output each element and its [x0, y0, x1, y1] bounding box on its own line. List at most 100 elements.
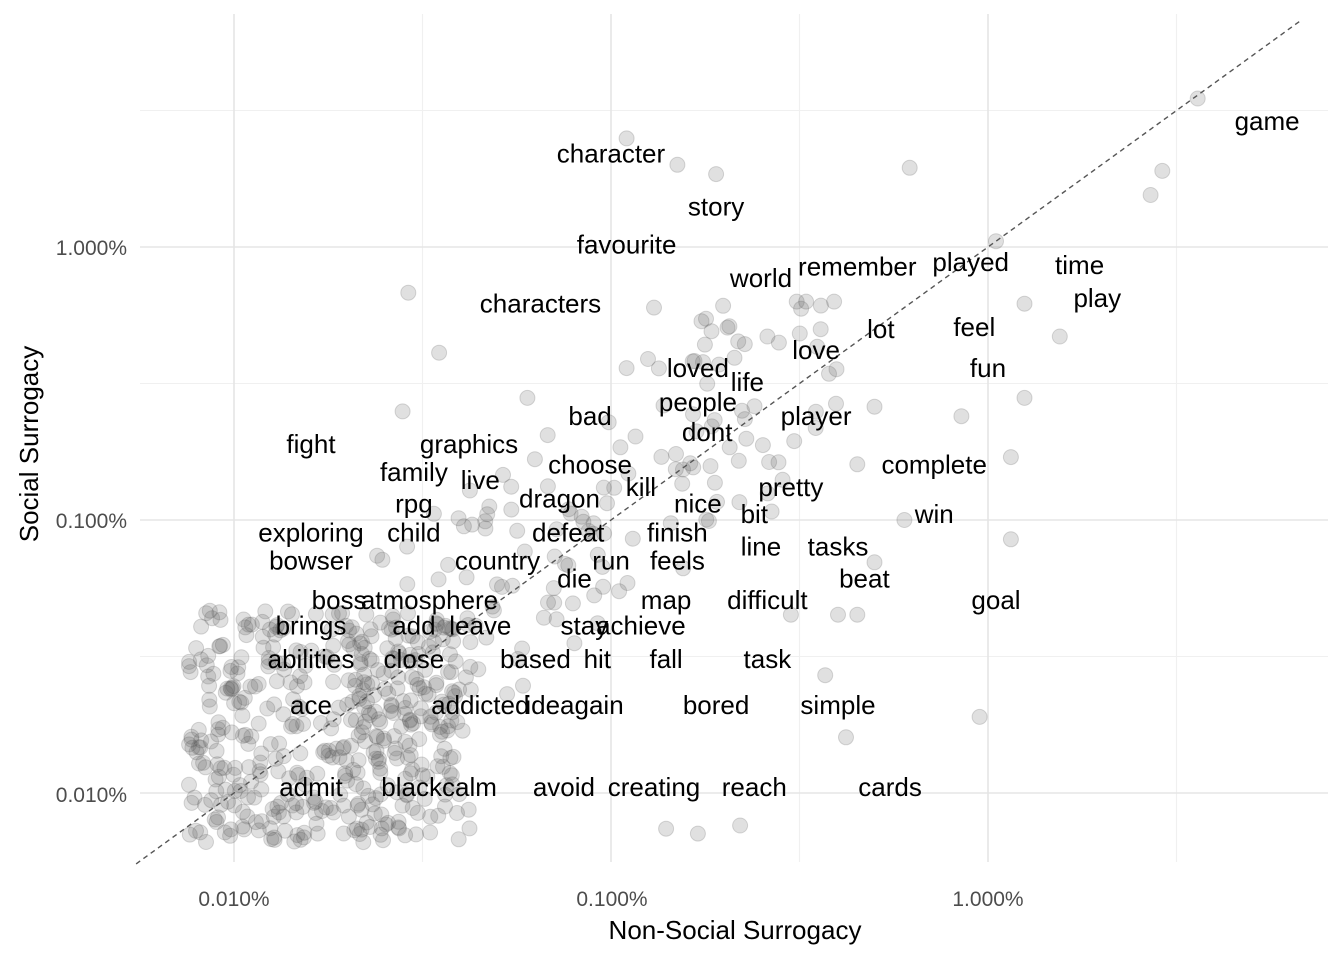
- data-point: [698, 310, 714, 327]
- data-point: [384, 608, 401, 624]
- data-point: [250, 822, 267, 839]
- data-point: [440, 695, 457, 712]
- word-label: win: [914, 499, 954, 529]
- word-label: favourite: [577, 230, 677, 260]
- data-point: [247, 678, 263, 695]
- data-point: [316, 742, 333, 759]
- data-point: [220, 793, 237, 810]
- data-point: [730, 333, 747, 350]
- data-point: [288, 795, 305, 812]
- data-point: [449, 805, 465, 821]
- y-tick-label: 1.000%: [56, 237, 127, 260]
- data-point: [341, 636, 358, 653]
- data-point: [600, 414, 617, 431]
- data-point: [409, 634, 426, 651]
- data-point: [208, 814, 225, 830]
- data-point: [340, 808, 357, 825]
- data-point: [266, 829, 283, 846]
- word-label: loved: [667, 353, 729, 383]
- data-point: [363, 652, 380, 669]
- data-point: [267, 653, 284, 670]
- data-point: [494, 578, 510, 595]
- data-point: [451, 786, 468, 803]
- data-point: [375, 730, 392, 747]
- data-point: [346, 822, 363, 839]
- data-point: [348, 820, 365, 837]
- data-point: [289, 827, 306, 844]
- word-label: bad: [568, 401, 611, 431]
- data-point: [428, 704, 444, 721]
- word-label: character: [557, 139, 666, 169]
- data-point: [330, 699, 347, 716]
- data-point: [658, 820, 675, 837]
- data-point: [192, 739, 209, 756]
- data-point: [343, 619, 360, 636]
- data-point: [208, 742, 225, 759]
- data-point: [251, 763, 268, 780]
- data-point: [436, 740, 453, 757]
- data-point: [706, 412, 723, 429]
- data-point: [188, 744, 205, 761]
- word-label: defeat: [532, 518, 605, 548]
- data-point: [353, 821, 370, 838]
- data-point: [412, 700, 429, 717]
- data-point: [253, 745, 270, 762]
- data-point: [284, 797, 301, 814]
- word-label: simple: [800, 690, 875, 720]
- data-point: [222, 821, 239, 838]
- data-point: [667, 461, 684, 478]
- data-point: [350, 727, 367, 744]
- data-point: [450, 831, 467, 848]
- data-point: [356, 666, 373, 683]
- data-point: [217, 684, 234, 701]
- data-point: [289, 678, 305, 695]
- word-label: close: [384, 644, 445, 674]
- word-label: dragon: [519, 483, 600, 513]
- data-point: [240, 616, 257, 633]
- data-point: [210, 768, 227, 785]
- data-point: [192, 651, 209, 668]
- data-point: [282, 674, 299, 691]
- data-point: [240, 735, 257, 752]
- data-point: [586, 587, 603, 604]
- data-point: [231, 777, 248, 794]
- word-label: fight: [286, 429, 336, 459]
- data-point: [363, 628, 380, 645]
- data-point: [370, 711, 387, 728]
- data-point: [264, 801, 281, 817]
- data-point: [206, 811, 223, 828]
- data-point: [444, 683, 461, 700]
- data-point: [325, 637, 342, 654]
- data-point: [403, 716, 420, 733]
- word-label: die: [557, 564, 592, 594]
- word-label: map: [641, 585, 692, 615]
- word-label: line: [741, 532, 781, 562]
- data-point: [355, 682, 372, 699]
- data-point: [289, 764, 306, 781]
- data-point: [688, 423, 705, 440]
- data-point: [540, 594, 556, 611]
- data-point: [618, 360, 635, 377]
- data-point: [442, 750, 459, 766]
- data-point: [390, 669, 407, 686]
- data-point: [703, 323, 720, 340]
- data-point: [436, 696, 452, 713]
- word-label: beat: [839, 564, 890, 594]
- data-point: [353, 633, 370, 650]
- data-point: [239, 808, 256, 825]
- data-point: [266, 696, 283, 713]
- data-point: [389, 784, 406, 801]
- data-point: [262, 736, 279, 753]
- data-point: [433, 693, 450, 710]
- data-point: [340, 633, 356, 649]
- data-point: [415, 679, 432, 696]
- data-point: [358, 606, 375, 623]
- data-point: [402, 692, 419, 709]
- word-label: choose: [548, 449, 632, 479]
- data-point: [372, 614, 389, 631]
- x-tick-label: 0.100%: [576, 888, 647, 911]
- data-point: [417, 685, 434, 702]
- data-point: [606, 479, 623, 496]
- word-label: task: [744, 644, 793, 674]
- reference-diagonal: [135, 19, 1303, 865]
